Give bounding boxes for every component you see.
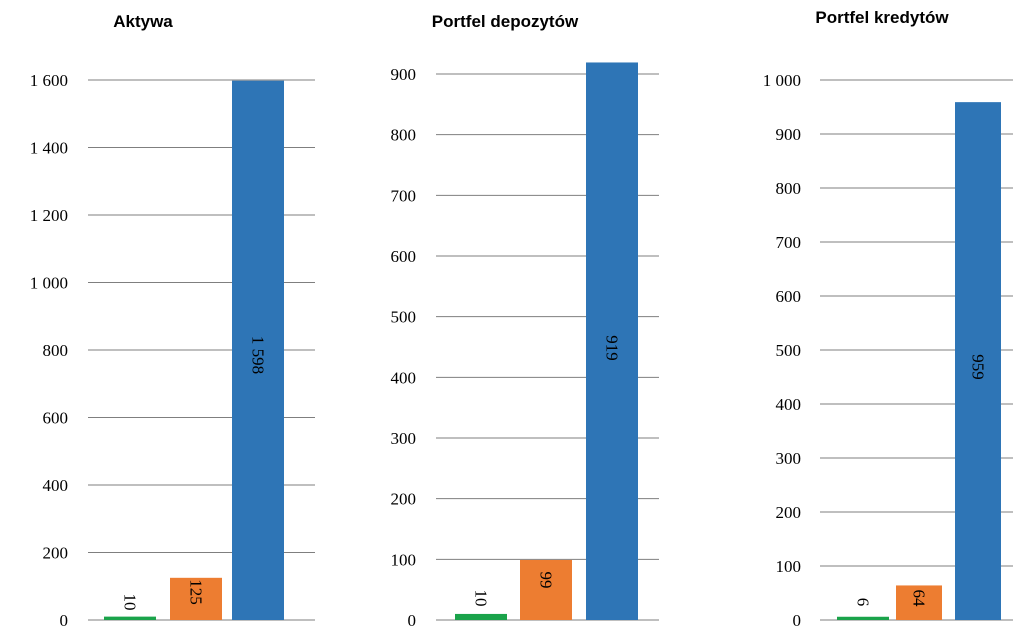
y-tick-label: 400: [776, 395, 802, 414]
bar: [837, 616, 889, 620]
chart-panel-2: Portfel depozytów 0 100 200 300 400 500 600 700 8…: [391, 12, 659, 629]
y-tick-label: 100: [391, 550, 417, 569]
y-tick-label: 300: [776, 449, 802, 468]
bar: [170, 577, 222, 620]
chart-title: Portfel kredytów: [815, 8, 949, 27]
y-tick-label: 400: [391, 368, 417, 387]
y-tick-label: 900: [776, 125, 802, 144]
y-tick-label: 600: [776, 287, 802, 306]
data-label: 64: [910, 590, 929, 608]
y-tick-label: 1 600: [30, 71, 68, 90]
y-tick-label: 0: [408, 611, 417, 629]
data-label: 99: [537, 572, 556, 589]
y-tick-label: 400: [43, 476, 69, 495]
y-tick-label: 1 000: [30, 274, 68, 293]
y-tick-label: 500: [776, 341, 802, 360]
y-tick-label: 300: [391, 429, 417, 448]
y-tick-label: 600: [391, 247, 417, 266]
data-label: 125: [187, 579, 206, 605]
chart-title: Portfel depozytów: [432, 12, 579, 31]
bar: [232, 80, 284, 621]
y-tick-label: 1 200: [30, 206, 68, 225]
bar: [955, 102, 1001, 620]
y-tick-label: 1 400: [30, 139, 68, 158]
bar: [896, 585, 942, 620]
data-label: 1 598: [249, 336, 268, 374]
y-tick-label: 700: [391, 186, 417, 205]
y-tick-label: 100: [776, 557, 802, 576]
y-tick-label: 800: [43, 341, 69, 360]
data-label: 10: [121, 594, 140, 611]
y-tick-label: 0: [60, 611, 69, 629]
y-tick-label: 500: [391, 308, 417, 327]
y-tick-label: 1 000: [763, 71, 801, 90]
y-tick-label: 200: [776, 503, 802, 522]
bar: [520, 559, 572, 620]
y-tick-label: 200: [391, 490, 417, 509]
chart-panel-1: Aktywa 0 200 400 600 800 1 000 1 200 1 400 1 600 1…: [30, 12, 315, 629]
data-label: 6: [854, 598, 873, 607]
bar: [455, 613, 507, 620]
data-label: 959: [969, 354, 988, 380]
y-tick-label: 600: [43, 409, 69, 428]
y-tick-label: 200: [43, 544, 69, 563]
chart-panel-3: Portfel kredytów 0 100 200 300 400 500 600 700 80…: [763, 8, 1013, 629]
bar: [586, 62, 638, 621]
y-tick-label: 800: [391, 126, 417, 145]
bar: [104, 616, 156, 620]
chart-title: Aktywa: [113, 12, 173, 31]
y-tick-label: 0: [793, 611, 802, 629]
y-tick-label: 900: [391, 65, 417, 84]
y-tick-label: 700: [776, 233, 802, 252]
y-tick-label: 800: [776, 179, 802, 198]
data-label: 10: [472, 590, 491, 607]
data-label: 919: [603, 335, 622, 361]
